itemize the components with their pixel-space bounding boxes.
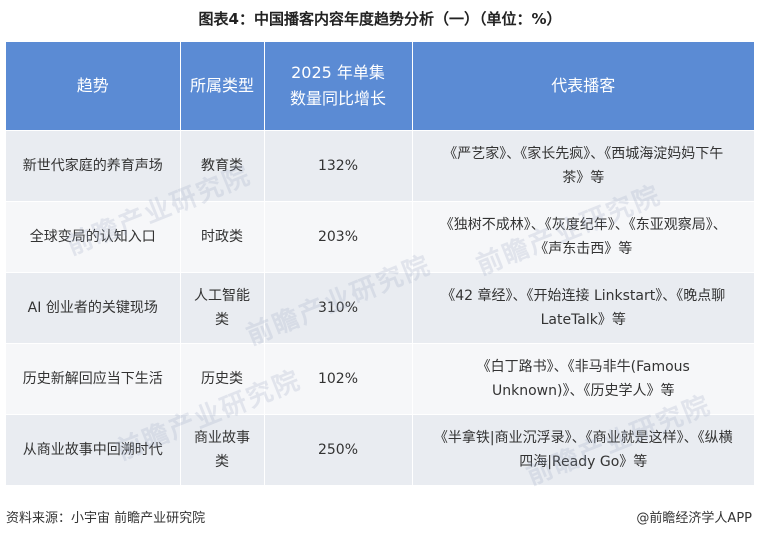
cell-rep-line1: 《严艺家》、《家长先疯》、《西城海淀妈妈下午: [443, 146, 724, 162]
cell-rep-line2: LateTalk》等: [540, 312, 626, 328]
table-row: AI 创业者的关键现场 人工智能类 310% 《42 章经》、《开始连接 Lin…: [6, 272, 754, 344]
cell-rep-line1: 《白丁路书》、《非马非牛(Famous: [476, 359, 690, 375]
header-trend: 趋势: [6, 42, 181, 131]
table-row: 新世代家庭的养育声场 教育类 132% 《严艺家》、《家长先疯》、《西城海淀妈妈…: [6, 130, 754, 202]
cell-representative: 《半拿铁|商业沉浮录》、《商业就是这样》、《纵横 四海|Ready Go》等: [412, 414, 754, 485]
header-growth: 2025 年单集 数量同比增长: [264, 42, 413, 131]
brand-credit: @前瞻经济学人APP: [636, 511, 752, 526]
cell-type: 商业故事类: [180, 414, 265, 485]
cell-rep-line2: 《声东击西》等: [534, 241, 633, 257]
cell-trend: AI 创业者的关键现场: [6, 272, 181, 344]
trend-table: 趋势 所属类型 2025 年单集 数量同比增长 代表播客 新世代家庭的养育声场 …: [6, 42, 754, 485]
cell-representative: 《白丁路书》、《非马非牛(Famous Unknown)》、《历史学人》等: [412, 343, 754, 415]
cell-trend: 从商业故事中回溯时代: [6, 414, 181, 485]
header-growth-line1: 2025 年单集: [291, 63, 385, 82]
cell-representative: 《严艺家》、《家长先疯》、《西城海淀妈妈下午 茶》等: [412, 130, 754, 202]
cell-rep-line2: 四海|Ready Go》等: [519, 454, 648, 470]
cell-rep-line1: 《42 章经》、《开始连接 Linkstart》、《晚点聊: [441, 288, 726, 304]
cell-type: 教育类: [180, 130, 265, 202]
table-row: 全球变局的认知入口 时政类 203% 《独树不成林》、《灰度纪年》、《东亚观察局…: [6, 201, 754, 273]
cell-trend: 历史新解回应当下生活: [6, 343, 181, 415]
cell-type: 时政类: [180, 201, 265, 273]
cell-growth: 203%: [264, 201, 413, 273]
header-representative: 代表播客: [412, 42, 754, 131]
table-row: 历史新解回应当下生活 历史类 102% 《白丁路书》、《非马非牛(Famous …: [6, 343, 754, 415]
cell-growth: 102%: [264, 343, 413, 415]
cell-growth: 310%: [264, 272, 413, 344]
cell-trend: 全球变局的认知入口: [6, 201, 181, 273]
cell-rep-line1: 《独树不成林》、《灰度纪年》、《东亚观察局》、: [439, 217, 727, 233]
header-growth-line2: 数量同比增长: [289, 89, 386, 108]
cell-growth: 132%: [264, 130, 413, 202]
cell-representative: 《42 章经》、《开始连接 Linkstart》、《晚点聊 LateTalk》等: [412, 272, 754, 344]
table-row: 从商业故事中回溯时代 商业故事类 250% 《半拿铁|商业沉浮录》、《商业就是这…: [6, 414, 754, 485]
cell-rep-line2: Unknown)》、《历史学人》等: [492, 383, 675, 399]
cell-rep-line2: 茶》等: [562, 170, 605, 186]
cell-growth: 250%: [264, 414, 413, 485]
source-note: 资料来源：小宇宙 前瞻产业研究院: [6, 511, 206, 526]
header-type: 所属类型: [180, 42, 265, 131]
cell-type: 历史类: [180, 343, 265, 415]
cell-rep-line1: 《半拿铁|商业沉浮录》、《商业就是这样》、《纵横: [433, 430, 733, 446]
cell-trend: 新世代家庭的养育声场: [6, 130, 181, 202]
chart-title: 图表4：中国播客内容年度趋势分析（一）（单位：%）: [198, 10, 562, 28]
cell-type: 人工智能类: [180, 272, 265, 344]
cell-representative: 《独树不成林》、《灰度纪年》、《东亚观察局》、 《声东击西》等: [412, 201, 754, 273]
table-header-row: 趋势 所属类型 2025 年单集 数量同比增长 代表播客: [6, 42, 754, 131]
